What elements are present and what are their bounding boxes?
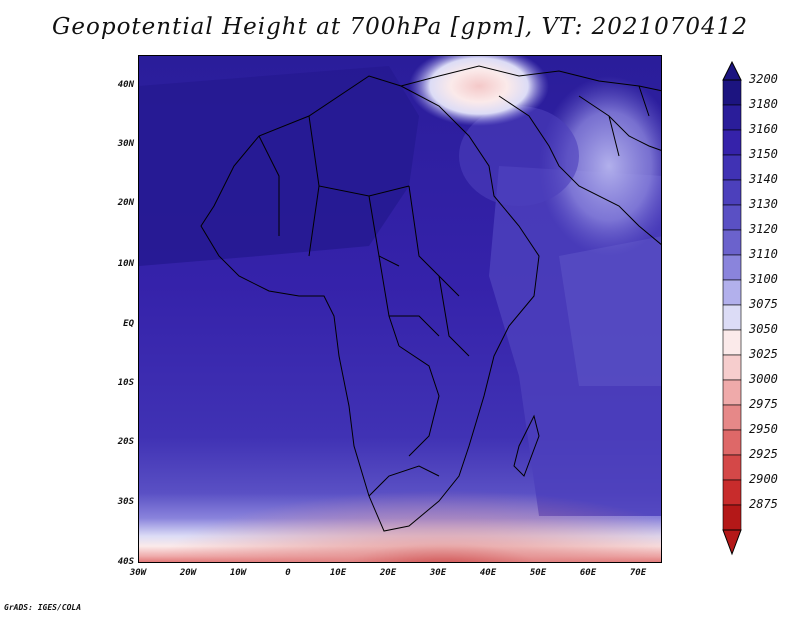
colorbar-cell — [722, 504, 742, 531]
lat-label-20n: 20N — [117, 198, 134, 208]
colorbar-top-arrow — [722, 60, 742, 81]
colorbar-level-label: 2925 — [749, 447, 778, 461]
colorbar-level-label: 3050 — [749, 322, 778, 336]
lon-label-20w: 20W — [179, 568, 197, 578]
colorbar-level-label: 3075 — [749, 297, 778, 311]
lon-label-70e: 70E — [629, 568, 647, 578]
lat-label-40s: 40S — [117, 557, 134, 567]
colorbar-cell — [722, 429, 742, 456]
lat-label-30n: 30N — [117, 139, 134, 149]
colorbar — [722, 60, 742, 556]
lon-label-50e: 50E — [529, 568, 547, 578]
colorbar-cell — [722, 329, 742, 356]
colorbar-level-label: 3110 — [749, 247, 778, 261]
lon-label-10e: 10E — [329, 568, 347, 578]
colorbar-cell — [722, 404, 742, 431]
lon-label-0: 0 — [285, 568, 291, 578]
colorbar-cell — [722, 229, 742, 256]
lat-label-eq: EQ — [123, 319, 134, 329]
colorbar-level-label: 3120 — [749, 222, 778, 236]
colorbar-level-label: 3200 — [749, 72, 778, 86]
colorbar-bottom-arrow — [722, 529, 742, 556]
colorbar-cell — [722, 354, 742, 381]
lat-label-10n: 10N — [117, 259, 134, 269]
colorbar-level-label: 3025 — [749, 347, 778, 361]
colorbar-level-label: 2875 — [749, 497, 778, 511]
lat-label-30s: 30S — [117, 497, 134, 507]
colorbar-cell — [722, 104, 742, 131]
map-plot-area — [138, 55, 662, 563]
colorbar-cell — [722, 204, 742, 231]
colorbar-level-label: 3160 — [749, 122, 778, 136]
colorbar-cell — [722, 454, 742, 481]
colorbar-level-label: 2950 — [749, 422, 778, 436]
colorbar-level-label: 3140 — [749, 172, 778, 186]
colorbar-level-label: 3100 — [749, 272, 778, 286]
colorbar-level-label: 3180 — [749, 97, 778, 111]
lat-label-10s: 10S — [117, 378, 134, 388]
colorbar-cell — [722, 179, 742, 206]
colorbar-level-label: 3000 — [749, 372, 778, 386]
lat-label-40n: 40N — [117, 80, 134, 90]
colorbar-cell — [722, 129, 742, 156]
lon-label-10w: 10W — [229, 568, 247, 578]
colorbar-cell — [722, 279, 742, 306]
lon-label-60e: 60E — [579, 568, 597, 578]
colorbar-cell — [722, 254, 742, 281]
lon-label-30w: 30W — [129, 568, 147, 578]
coastlines — [200, 65, 661, 532]
credit-text: GrADS: IGES/COLA — [4, 603, 82, 612]
geopotential-field-map — [139, 56, 661, 562]
colorbar-level-label: 3130 — [749, 197, 778, 211]
colorbar-cell — [722, 304, 742, 331]
colorbar-cell — [722, 379, 742, 406]
lat-label-20s: 20S — [117, 437, 134, 447]
colorbar-cell — [722, 479, 742, 506]
colorbar-cell — [722, 79, 742, 106]
lon-label-30e: 30E — [429, 568, 447, 578]
colorbar-level-label: 3150 — [749, 147, 778, 161]
chart-title: Geopotential Height at 700hPa [gpm], VT:… — [52, 14, 748, 40]
colorbar-level-label: 2975 — [749, 397, 778, 411]
lon-label-20e: 20E — [379, 568, 397, 578]
colorbar-cell — [722, 154, 742, 181]
colorbar-level-label: 2900 — [749, 472, 778, 486]
lon-label-40e: 40E — [479, 568, 497, 578]
